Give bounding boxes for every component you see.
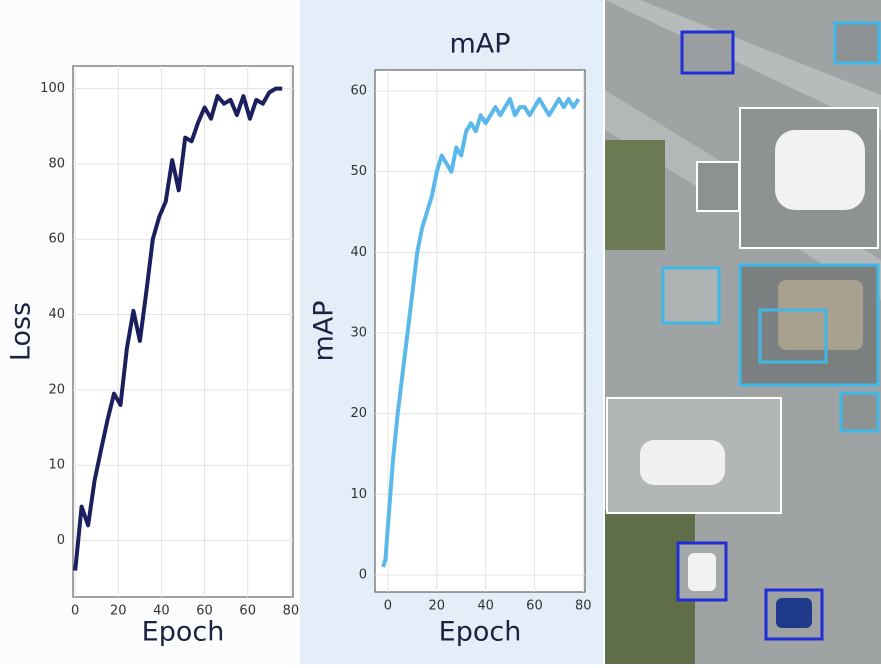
x-axis-label: Epoch bbox=[439, 617, 522, 648]
y-tick-label: 40 bbox=[48, 307, 65, 322]
y-axis-label: Loss bbox=[6, 302, 37, 361]
photo bbox=[605, 0, 881, 664]
x-tick-label: 20 bbox=[110, 604, 127, 619]
y-tick-label: 10 bbox=[48, 458, 65, 473]
y-tick-label: 30 bbox=[350, 326, 367, 341]
x-tick-label: 20 bbox=[429, 599, 446, 614]
x-tick-label: 60 bbox=[196, 604, 213, 619]
plot-area bbox=[374, 69, 586, 593]
y-tick-label: 50 bbox=[350, 164, 367, 179]
data-line bbox=[381, 97, 581, 568]
y-tick-label: 20 bbox=[350, 406, 367, 421]
y-tick-label: 80 bbox=[48, 156, 65, 171]
y-tick-label: 10 bbox=[350, 487, 367, 502]
x-tick-label: 80 bbox=[575, 599, 592, 614]
y-tick-label: 60 bbox=[350, 83, 367, 98]
x-tick-label: 80 bbox=[283, 604, 300, 619]
x-tick-label: 0 bbox=[384, 599, 392, 614]
y-tick-label: 0 bbox=[359, 568, 367, 583]
y-tick-label: 100 bbox=[40, 81, 65, 96]
y-axis-label: mAP bbox=[309, 300, 340, 361]
data-line bbox=[73, 86, 283, 571]
y-tick-label: 40 bbox=[350, 245, 367, 260]
x-axis-label: Epoch bbox=[142, 617, 225, 648]
y-tick-label: 0 bbox=[57, 533, 65, 548]
x-tick-label: 0 bbox=[71, 604, 79, 619]
x-tick-label: 40 bbox=[153, 604, 170, 619]
chart-title: mAP bbox=[449, 29, 510, 60]
x-tick-label: 40 bbox=[477, 599, 494, 614]
x-tick-label: 60 bbox=[239, 604, 256, 619]
y-tick-label: 60 bbox=[48, 232, 65, 247]
x-tick-label: 60 bbox=[526, 599, 543, 614]
y-tick-label: 20 bbox=[48, 382, 65, 397]
